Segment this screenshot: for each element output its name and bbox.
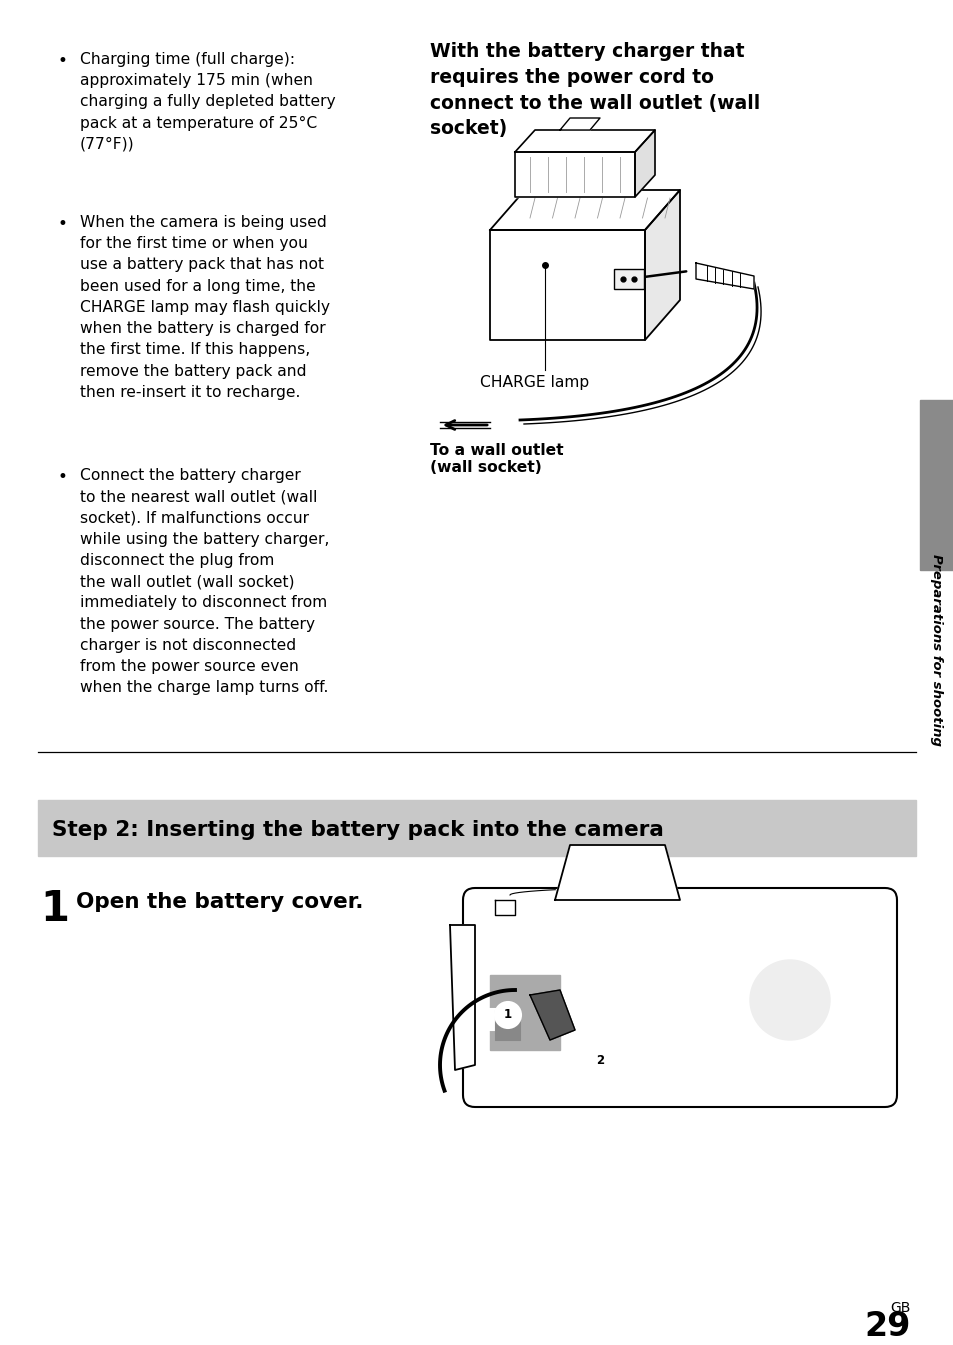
Polygon shape: [635, 130, 655, 196]
Text: Step 2: Inserting the battery pack into the camera: Step 2: Inserting the battery pack into …: [52, 820, 663, 841]
Circle shape: [823, 915, 855, 946]
FancyBboxPatch shape: [614, 269, 643, 289]
Text: •: •: [58, 215, 68, 233]
Text: Connect the battery charger
to the nearest wall outlet (wall
socket). If malfunc: Connect the battery charger to the neare…: [80, 468, 329, 695]
Text: Open the battery cover.: Open the battery cover.: [76, 892, 363, 912]
Polygon shape: [490, 190, 679, 230]
Bar: [495, 1010, 519, 1040]
Text: When the camera is being used
for the first time or when you
use a battery pack : When the camera is being used for the fi…: [80, 215, 330, 399]
Text: 2: 2: [596, 1053, 603, 1067]
Polygon shape: [530, 990, 575, 1040]
Text: With the battery charger that
requires the power cord to
connect to the wall out: With the battery charger that requires t…: [430, 42, 760, 139]
FancyBboxPatch shape: [462, 888, 896, 1107]
Circle shape: [731, 941, 847, 1059]
Text: CHARGE lamp: CHARGE lamp: [479, 375, 589, 390]
Polygon shape: [495, 900, 515, 915]
Text: •: •: [58, 468, 68, 486]
Text: 1: 1: [503, 1009, 512, 1021]
Text: 29: 29: [863, 1310, 910, 1344]
Text: To a wall outlet
(wall socket): To a wall outlet (wall socket): [430, 443, 563, 475]
Polygon shape: [644, 190, 679, 340]
Polygon shape: [515, 130, 655, 152]
Circle shape: [749, 960, 829, 1040]
Polygon shape: [559, 118, 599, 130]
Polygon shape: [696, 264, 753, 289]
Bar: [479, 1007, 510, 1030]
Polygon shape: [515, 152, 635, 196]
Text: GB: GB: [890, 1301, 910, 1315]
Text: 1: 1: [40, 888, 69, 929]
Text: •: •: [58, 52, 68, 70]
Bar: [919, 399, 953, 570]
Text: Charging time (full charge):
approximately 175 min (when
charging a fully deplet: Charging time (full charge): approximate…: [80, 52, 335, 152]
Polygon shape: [450, 925, 475, 1071]
Bar: [490, 975, 559, 1050]
Polygon shape: [555, 845, 679, 900]
Text: Preparations for shooting: Preparations for shooting: [929, 554, 943, 746]
Bar: [38, 800, 915, 855]
Circle shape: [586, 1046, 613, 1073]
Polygon shape: [490, 230, 644, 340]
Circle shape: [495, 1002, 520, 1028]
